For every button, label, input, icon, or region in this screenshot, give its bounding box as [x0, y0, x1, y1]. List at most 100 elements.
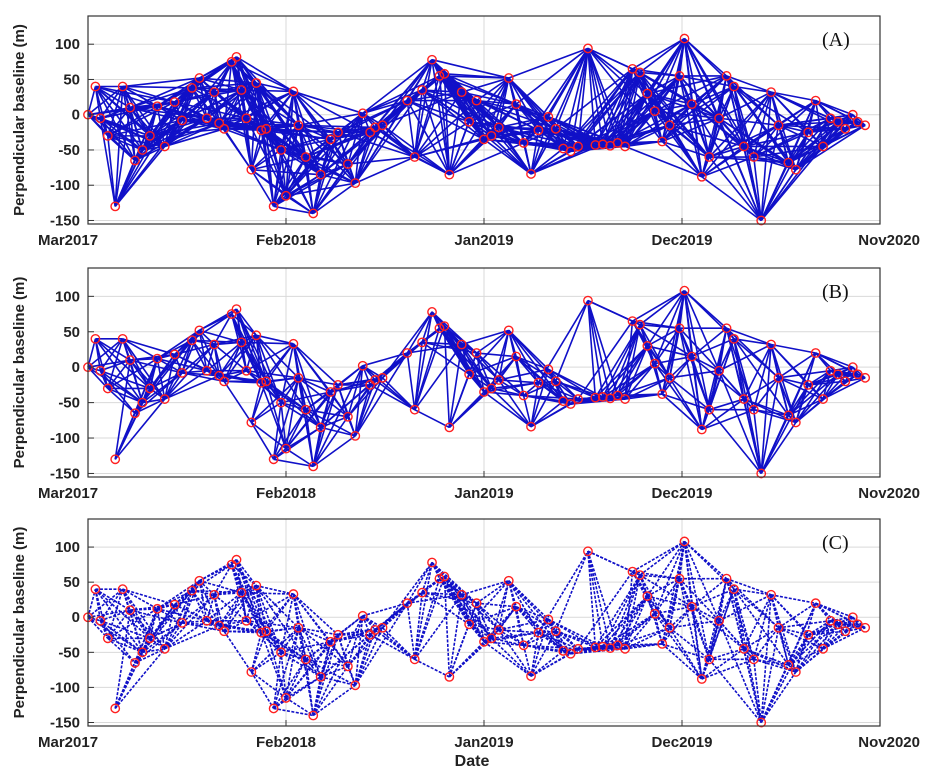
- y-tick-label: -100: [50, 177, 80, 194]
- network-link: [701, 398, 745, 431]
- acquisition-point: [315, 169, 326, 180]
- network-link: [753, 594, 772, 660]
- network-link: [669, 627, 710, 660]
- network-link: [778, 124, 809, 134]
- network-link: [285, 627, 300, 699]
- network-link: [683, 290, 711, 410]
- network-link: [235, 308, 263, 384]
- network-link: [272, 125, 300, 207]
- acquisition-point: [102, 130, 113, 141]
- network-link: [837, 623, 846, 632]
- network-link: [174, 343, 215, 356]
- network-link: [149, 637, 166, 650]
- network-link: [678, 75, 703, 177]
- network-link: [669, 606, 693, 629]
- network-link: [292, 593, 307, 660]
- network-link: [760, 92, 772, 221]
- network-link: [483, 641, 532, 677]
- network-link: [718, 117, 762, 221]
- network-link: [743, 594, 772, 650]
- network-link: [250, 421, 287, 450]
- network-link: [272, 409, 307, 460]
- network-link: [181, 594, 215, 624]
- network-link: [668, 627, 703, 680]
- network-link: [778, 352, 817, 379]
- network-link: [669, 124, 745, 148]
- network-link: [285, 658, 307, 699]
- network-link: [461, 594, 500, 631]
- network-link: [795, 620, 832, 673]
- network-link: [555, 550, 589, 632]
- network-link: [421, 591, 477, 604]
- network-link: [114, 359, 131, 460]
- network-link: [475, 100, 485, 140]
- network-link: [206, 341, 242, 372]
- acquisition-point: [377, 120, 388, 131]
- network-link: [778, 626, 809, 636]
- acquisition-point: [860, 622, 871, 633]
- network-link: [305, 156, 315, 214]
- acquisition-point: [590, 642, 601, 653]
- network-link: [691, 355, 720, 372]
- network-link: [476, 77, 510, 102]
- acquisition-point: [90, 81, 101, 92]
- y-axis-title: Perpendicular baseline (m): [11, 277, 28, 469]
- y-tick-label: -100: [50, 679, 80, 696]
- x-tick-label: Jan2019: [454, 232, 513, 249]
- network-link: [760, 634, 809, 723]
- network-link: [691, 338, 735, 358]
- network-link: [448, 344, 463, 428]
- network-link: [414, 91, 463, 158]
- network-link: [265, 631, 287, 699]
- network-link: [563, 647, 611, 652]
- network-link: [624, 124, 670, 148]
- acquisition-point: [251, 330, 262, 341]
- network-link: [587, 300, 604, 398]
- acquisition-point: [144, 130, 155, 141]
- network-link: [523, 382, 539, 397]
- acquisition-point: [833, 369, 843, 380]
- network-link: [498, 77, 510, 128]
- network-link: [760, 125, 780, 221]
- network-link: [280, 593, 295, 653]
- network-link: [273, 676, 322, 710]
- acquisition-point: [642, 341, 653, 351]
- network-link: [250, 671, 287, 699]
- network-link: [547, 368, 604, 398]
- acquisition-point: [756, 468, 767, 479]
- network-link: [787, 373, 839, 416]
- network-link: [223, 592, 243, 632]
- acquisition-point: [365, 629, 376, 640]
- network-link: [733, 588, 790, 666]
- network-link: [297, 377, 322, 428]
- acquisition-point: [152, 101, 163, 112]
- acquisition-point: [583, 43, 593, 54]
- network-link: [653, 110, 663, 142]
- network-link: [468, 580, 510, 625]
- acquisition-point: [342, 411, 353, 422]
- network-link: [250, 377, 299, 424]
- acquisition-point: [256, 125, 267, 136]
- acquisition-point: [159, 394, 170, 404]
- links-B: [87, 289, 866, 474]
- network-link: [726, 327, 772, 346]
- network-link: [795, 124, 866, 171]
- network-link: [733, 338, 755, 410]
- network-link: [149, 106, 159, 137]
- acquisition-point: [231, 51, 242, 62]
- network-link: [265, 381, 287, 449]
- network-link: [632, 37, 685, 70]
- network-link: [381, 59, 433, 126]
- network-link: [107, 608, 158, 639]
- links-A: [87, 37, 866, 222]
- network-link: [213, 594, 247, 622]
- network-link: [381, 562, 433, 629]
- network-link: [421, 562, 433, 593]
- acquisition-point: [803, 629, 814, 640]
- ticks-A: 100 50 0 -50 -100 -150 Mar2017 Feb2018 Jan2019 De…: [38, 36, 920, 249]
- network-link: [122, 588, 158, 610]
- acquisition-point: [137, 145, 148, 155]
- acquisition-point: [840, 123, 851, 134]
- network-link: [95, 85, 131, 109]
- acquisition-point: [434, 573, 445, 584]
